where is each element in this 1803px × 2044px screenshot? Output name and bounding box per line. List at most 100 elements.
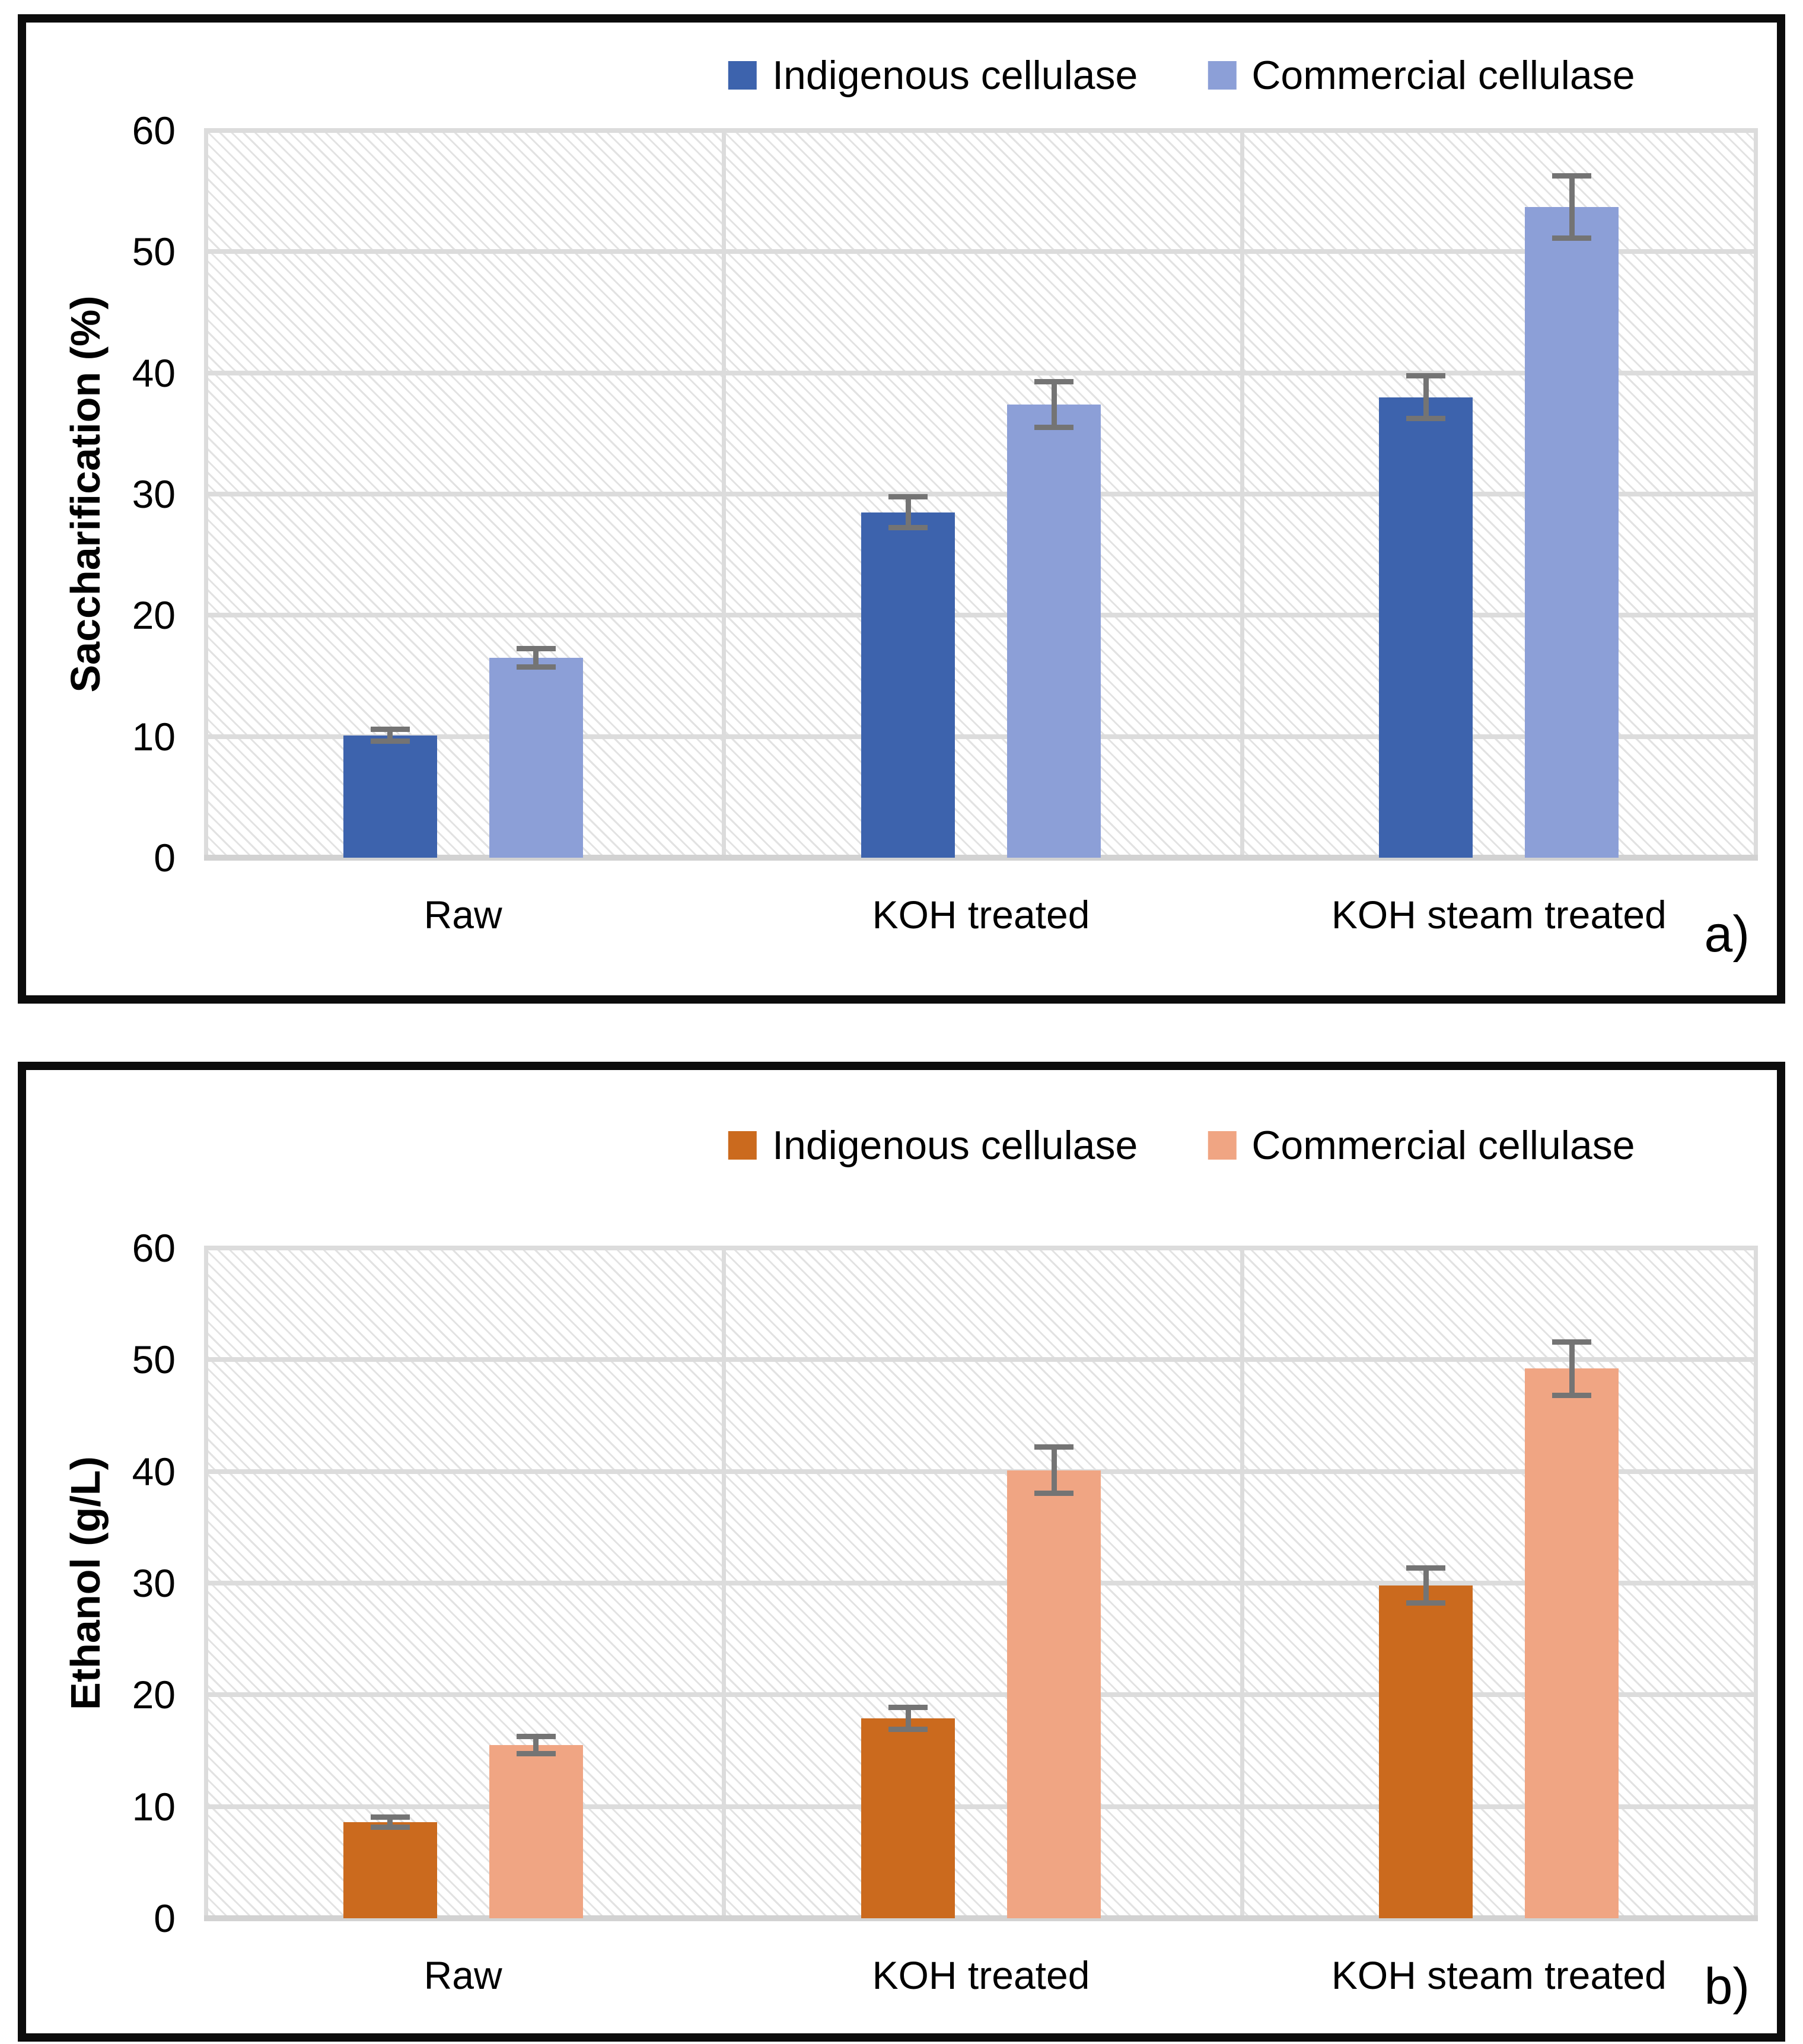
legend-swatch-icon xyxy=(728,1131,757,1160)
bar xyxy=(1379,397,1473,858)
error-bar-cap xyxy=(1552,1392,1592,1398)
error-bar xyxy=(1569,1342,1575,1396)
error-bar-cap xyxy=(1406,1565,1446,1571)
legend-label: Commercial cellulase xyxy=(1251,53,1635,98)
bar xyxy=(1007,404,1101,858)
panel-letter: b) xyxy=(1704,1958,1750,2015)
error-bar xyxy=(1051,381,1057,428)
error-bar-cap xyxy=(1034,1444,1073,1450)
gridline xyxy=(204,1246,1758,1250)
error-bar xyxy=(533,1736,539,1755)
category-divider xyxy=(1754,130,1758,858)
y-tick-label: 20 xyxy=(132,593,176,638)
bar xyxy=(861,512,955,858)
error-bar xyxy=(533,648,539,668)
error-bar-cap xyxy=(370,738,410,744)
error-bar-cap xyxy=(1552,173,1592,179)
x-category-label: Raw xyxy=(423,893,502,937)
error-bar-cap xyxy=(888,1705,928,1711)
error-bar xyxy=(905,1707,911,1730)
error-bar-cap xyxy=(1406,416,1446,422)
legend-swatch-icon xyxy=(728,61,757,90)
error-bar-cap xyxy=(1552,1339,1592,1345)
legend-label: Indigenous cellulase xyxy=(772,1123,1138,1168)
bar xyxy=(489,1745,583,1918)
gridline xyxy=(204,370,1758,375)
error-bar xyxy=(1423,375,1429,419)
category-divider xyxy=(1754,1248,1758,1918)
error-bar-cap xyxy=(370,727,410,733)
error-bar-cap xyxy=(1034,378,1073,384)
x-category-label: KOH steam treated xyxy=(1331,1953,1667,1997)
error-bar-cap xyxy=(516,1751,556,1757)
error-bar-cap xyxy=(370,1814,410,1820)
y-tick-label: 60 xyxy=(132,109,176,152)
error-bar-cap xyxy=(1406,1600,1446,1606)
category-divider xyxy=(722,130,727,858)
panel-b: Indigenous cellulase Commercial cellulase… xyxy=(18,1062,1785,2042)
y-tick-label: 40 xyxy=(132,351,176,395)
panel-a: Indigenous cellulase Commercial cellulase… xyxy=(18,14,1785,1004)
legend-label: Commercial cellulase xyxy=(1251,1123,1635,1168)
bar xyxy=(861,1718,955,1918)
plot-area xyxy=(204,1246,1758,1921)
gridline xyxy=(204,734,1758,739)
y-tick-label: 0 xyxy=(154,836,176,880)
legend-label: Indigenous cellulase xyxy=(772,53,1138,98)
legend-swatch-icon xyxy=(1208,1131,1237,1160)
category-divider xyxy=(204,130,208,858)
error-bar xyxy=(387,1816,393,1828)
legend-item: Commercial cellulase xyxy=(1208,1122,1635,1169)
y-tick-label: 40 xyxy=(132,1449,176,1494)
gridline xyxy=(204,1469,1758,1474)
category-divider xyxy=(1240,1248,1244,1918)
bar xyxy=(1525,206,1619,858)
legend-swatch-icon xyxy=(1208,61,1237,90)
y-tick-label: 10 xyxy=(132,1784,176,1829)
y-tick-label: 10 xyxy=(132,714,176,759)
category-divider xyxy=(722,1248,727,1918)
x-category-label: KOH steam treated xyxy=(1331,893,1667,937)
error-bar-cap xyxy=(370,1825,410,1830)
error-bar-cap xyxy=(1034,424,1073,430)
y-tick-label: 30 xyxy=(132,472,176,516)
error-bar-cap xyxy=(516,1734,556,1740)
legend: Indigenous cellulase Commercial cellulase xyxy=(728,1122,1635,1169)
error-bar-cap xyxy=(1034,1491,1073,1497)
bar xyxy=(489,657,583,858)
gridline xyxy=(204,1692,1758,1698)
bar xyxy=(343,1822,437,1918)
legend-item: Indigenous cellulase xyxy=(728,52,1138,98)
error-bar-cap xyxy=(1406,372,1446,378)
error-bar xyxy=(1051,1447,1057,1494)
bar xyxy=(1525,1368,1619,1918)
gridline xyxy=(204,492,1758,496)
gridline xyxy=(204,1804,1758,1809)
bar xyxy=(343,735,437,858)
gridline xyxy=(204,613,1758,618)
gridline xyxy=(204,1581,1758,1585)
error-bar-cap xyxy=(1552,235,1592,241)
y-tick-label: 60 xyxy=(132,1226,176,1270)
x-category-label: KOH treated xyxy=(872,1953,1090,1997)
y-tick-label: 50 xyxy=(132,230,176,274)
legend: Indigenous cellulase Commercial cellulase xyxy=(728,52,1635,98)
error-bar xyxy=(1423,1567,1429,1603)
panel-letter: a) xyxy=(1704,906,1750,963)
x-axis-line xyxy=(204,1915,1758,1921)
gridline xyxy=(204,1357,1758,1362)
x-category-label: KOH treated xyxy=(872,893,1090,937)
bar xyxy=(1379,1585,1473,1918)
y-tick-label: 20 xyxy=(132,1673,176,1717)
error-bar-cap xyxy=(888,1726,928,1732)
error-bar-cap xyxy=(516,645,556,651)
x-category-label: Raw xyxy=(423,1953,502,1997)
legend-item: Commercial cellulase xyxy=(1208,52,1635,98)
gridline xyxy=(204,249,1758,254)
bar xyxy=(1007,1470,1101,1918)
error-bar xyxy=(387,729,393,741)
y-tick-label: 0 xyxy=(154,1896,176,1940)
error-bar-cap xyxy=(888,494,928,500)
gridline xyxy=(204,128,1758,133)
x-axis-line xyxy=(204,855,1758,861)
